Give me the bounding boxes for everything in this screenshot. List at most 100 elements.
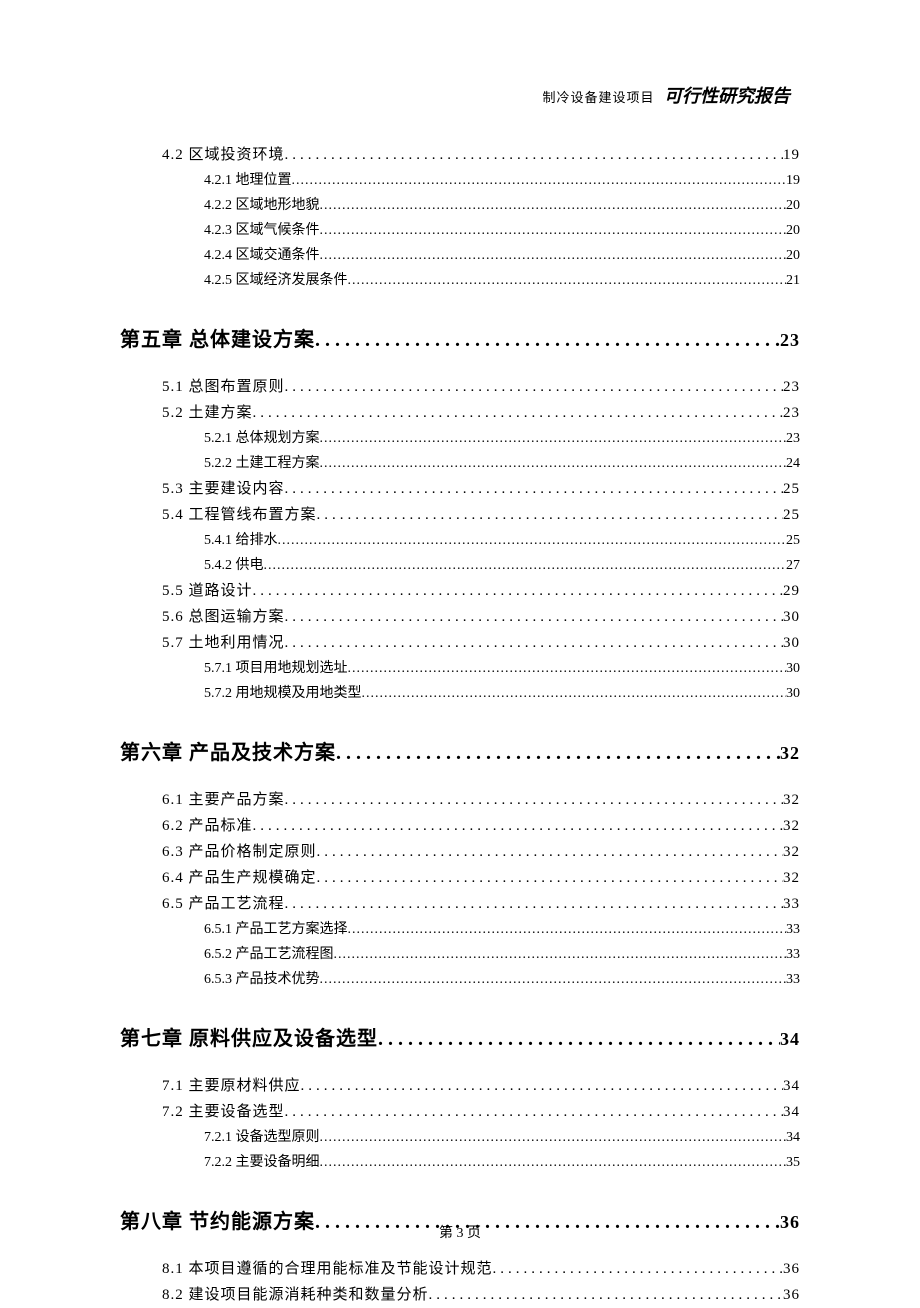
toc-label: 5.5 道路设计 xyxy=(162,578,253,604)
toc-entry: 6.5.1 产品工艺方案选择33 xyxy=(120,917,800,942)
toc-leader-dots xyxy=(285,142,783,168)
toc-page-number: 23 xyxy=(780,330,800,351)
toc-leader-dots xyxy=(320,451,787,476)
toc-leader-dots xyxy=(429,1282,783,1308)
toc-entry: 6.2 产品标准32 xyxy=(120,813,800,839)
toc-leader-dots xyxy=(253,578,783,604)
toc-leader-dots xyxy=(493,1256,783,1282)
toc-leader-dots xyxy=(348,656,787,681)
toc-page-number: 36 xyxy=(783,1282,800,1308)
toc-page-number: 29 xyxy=(783,578,800,604)
table-of-contents: 4.2 区域投资环境194.2.1 地理位置194.2.2 区域地形地貌204.… xyxy=(120,142,800,1308)
toc-page-number: 34 xyxy=(780,1029,800,1050)
toc-entry: 5.1 总图布置原则 23 xyxy=(120,374,800,400)
toc-page-number: 20 xyxy=(786,218,800,243)
toc-leader-dots xyxy=(315,329,780,352)
toc-label: 7.2.1 设备选型原则 xyxy=(204,1125,320,1150)
toc-label: 4.2.2 区域地形地貌 xyxy=(204,193,320,218)
toc-leader-dots xyxy=(253,400,783,426)
toc-label: 5.7.1 项目用地规划选址 xyxy=(204,656,348,681)
toc-entry: 5.4.2 供电27 xyxy=(120,553,800,578)
toc-leader-dots xyxy=(278,528,787,553)
toc-label: 第五章 总体建设方案 xyxy=(120,323,315,352)
toc-entry: 第七章 原料供应及设备选型34 xyxy=(120,1022,800,1051)
toc-entry: 5.2.1 总体规划方案 23 xyxy=(120,426,800,451)
toc-label: 5.2.1 总体规划方案 xyxy=(204,426,320,451)
toc-page-number: 30 xyxy=(786,681,800,706)
toc-label: 6.4 产品生产规模确定 xyxy=(162,865,317,891)
toc-entry: 5.3 主要建设内容25 xyxy=(120,476,800,502)
toc-entry: 6.5 产品工艺流程 33 xyxy=(120,891,800,917)
toc-leader-dots xyxy=(285,891,783,917)
toc-label: 6.5.3 产品技术优势 xyxy=(204,967,320,992)
toc-entry: 第六章 产品及技术方案32 xyxy=(120,736,800,765)
toc-label: 6.5.1 产品工艺方案选择 xyxy=(204,917,348,942)
toc-page-number: 32 xyxy=(783,865,800,891)
toc-page-number: 23 xyxy=(786,426,800,451)
page-container: 制冷设备建设项目 可行性研究报告 4.2 区域投资环境 194.2.1 地理位置1… xyxy=(0,0,920,1308)
toc-label: 4.2 区域投资环境 xyxy=(162,142,285,168)
toc-page-number: 25 xyxy=(783,502,800,528)
toc-label: 5.4.2 供电 xyxy=(204,553,264,578)
toc-page-number: 30 xyxy=(783,604,800,630)
toc-entry: 5.7 土地利用情况30 xyxy=(120,630,800,656)
toc-label: 5.2 土建方案 xyxy=(162,400,253,426)
toc-page-number: 21 xyxy=(786,268,800,293)
toc-leader-dots xyxy=(285,1099,783,1125)
toc-leader-dots xyxy=(317,865,783,891)
page-header: 制冷设备建设项目 可行性研究报告 xyxy=(120,82,800,108)
toc-entry: 7.1 主要原材料供应34 xyxy=(120,1073,800,1099)
toc-page-number: 36 xyxy=(783,1256,800,1282)
toc-entry: 6.1 主要产品方案32 xyxy=(120,787,800,813)
toc-entry: 6.5.3 产品技术优势 33 xyxy=(120,967,800,992)
toc-label: 6.5 产品工艺流程 xyxy=(162,891,285,917)
toc-entry: 5.7.2 用地规模及用地类型 30 xyxy=(120,681,800,706)
toc-entry: 4.2.5 区域经济发展条件21 xyxy=(120,268,800,293)
toc-leader-dots xyxy=(320,1125,787,1150)
toc-leader-dots xyxy=(285,604,783,630)
toc-page-number: 33 xyxy=(783,891,800,917)
toc-leader-dots xyxy=(320,243,787,268)
toc-label: 5.4 工程管线布置方案 xyxy=(162,502,317,528)
toc-page-number: 30 xyxy=(783,630,800,656)
toc-page-number: 33 xyxy=(786,942,800,967)
toc-page-number: 32 xyxy=(783,787,800,813)
toc-page-number: 32 xyxy=(780,743,800,764)
toc-leader-dots xyxy=(320,1150,787,1175)
toc-leader-dots xyxy=(292,168,787,193)
toc-label: 5.2.2 土建工程方案 xyxy=(204,451,320,476)
toc-leader-dots xyxy=(317,502,783,528)
toc-page-number: 32 xyxy=(783,813,800,839)
toc-entry: 4.2.1 地理位置19 xyxy=(120,168,800,193)
toc-entry: 4.2.3 区域气候条件20 xyxy=(120,218,800,243)
toc-entry: 5.5 道路设计 29 xyxy=(120,578,800,604)
toc-page-number: 19 xyxy=(783,142,800,168)
toc-entry: 6.5.2 产品工艺流程图 33 xyxy=(120,942,800,967)
toc-leader-dots xyxy=(378,1028,780,1051)
toc-label: 5.1 总图布置原则 xyxy=(162,374,285,400)
toc-leader-dots xyxy=(285,476,783,502)
toc-label: 5.7.2 用地规模及用地类型 xyxy=(204,681,362,706)
toc-leader-dots xyxy=(320,967,787,992)
toc-page-number: 25 xyxy=(783,476,800,502)
toc-page-number: 23 xyxy=(783,400,800,426)
toc-page-number: 34 xyxy=(783,1099,800,1125)
toc-entry: 7.2.2 主要设备明细35 xyxy=(120,1150,800,1175)
toc-entry: 6.3 产品价格制定原则 32 xyxy=(120,839,800,865)
toc-page-number: 33 xyxy=(786,967,800,992)
toc-page-number: 35 xyxy=(786,1150,800,1175)
toc-page-number: 20 xyxy=(786,193,800,218)
toc-label: 6.3 产品价格制定原则 xyxy=(162,839,317,865)
toc-page-number: 20 xyxy=(786,243,800,268)
toc-entry: 4.2.2 区域地形地貌 20 xyxy=(120,193,800,218)
toc-page-number: 23 xyxy=(783,374,800,400)
toc-entry: 8.1 本项目遵循的合理用能标准及节能设计规范36 xyxy=(120,1256,800,1282)
toc-leader-dots xyxy=(264,553,787,578)
toc-label: 6.5.2 产品工艺流程图 xyxy=(204,942,334,967)
toc-page-number: 32 xyxy=(783,839,800,865)
toc-entry: 5.4.1 给排水25 xyxy=(120,528,800,553)
toc-page-number: 24 xyxy=(786,451,800,476)
toc-page-number: 25 xyxy=(786,528,800,553)
toc-entry: 7.2 主要设备选型34 xyxy=(120,1099,800,1125)
toc-entry: 6.4 产品生产规模确定 32 xyxy=(120,865,800,891)
